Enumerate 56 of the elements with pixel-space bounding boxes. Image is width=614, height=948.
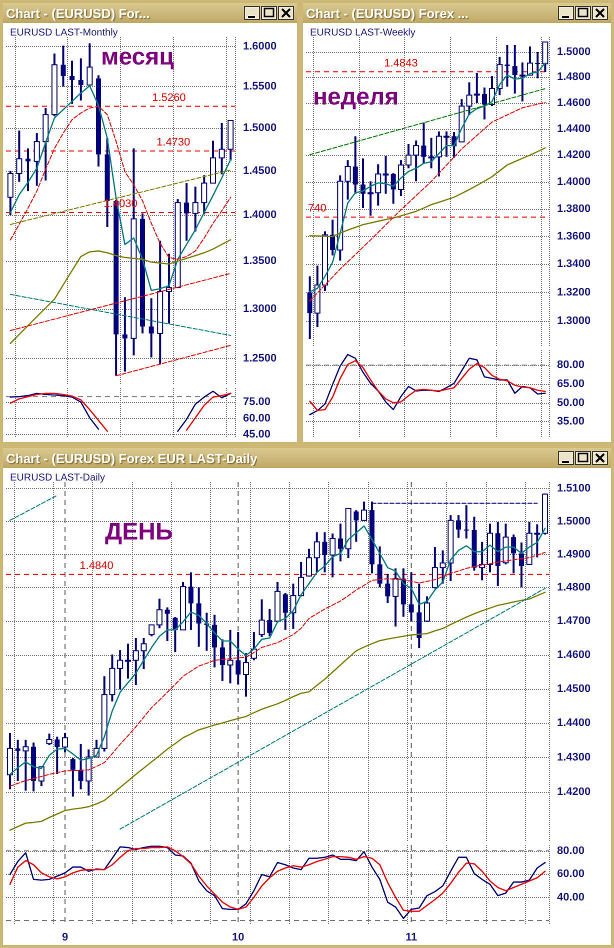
y-tick-label: 1.5000 [243,122,277,134]
y-tick-label: 1.4600 [557,96,591,109]
chart-title: Chart - (EURUSD) Forex ... [306,6,469,20]
y-tick-label: 1.3800 [557,202,591,215]
y-tick-label: 1.4800 [557,71,591,84]
y-tick-label: 1.4500 [557,682,591,695]
y-tick-label: 40.00 [557,891,585,904]
chart-subtitle: EURUSD LAST-Daily [10,472,106,484]
ref-line-label: 1.4730 [156,136,190,148]
annotation: ДЕНЬ [105,518,173,546]
y-tick-label: 1.3600 [557,230,591,242]
y-tick-label: 1.4500 [243,164,277,177]
y-tick-label: 1.4200 [557,786,591,798]
y-tick-label: 75.00 [243,396,271,408]
chart-title: Chart - (EURUSD) For... [6,6,150,20]
y-tick-label: 1.4800 [557,582,591,594]
y-tick-label: 45.00 [243,428,271,440]
y-tick-label: 1.5100 [557,482,591,495]
y-tick-label: 50.00 [557,396,585,409]
y-tick-label: 80.00 [557,844,585,857]
y-tick-label: 1.3000 [243,302,277,315]
y-tick-label: 60.00 [557,868,585,880]
y-tick-label: 1.4000 [243,209,277,222]
ref-line-label: 1.4843 [384,57,418,70]
y-tick-label: 1.4700 [557,615,591,628]
y-tick-label: 1.4600 [557,648,591,661]
y-tick-label: 60.00 [243,412,271,424]
y-tick-label: 1.3400 [557,258,591,270]
x-tick-label: 11 [405,932,418,944]
x-tick-label: 9 [62,932,68,944]
y-tick-label: 1.4000 [557,176,591,188]
y-tick-label: 1.5000 [557,515,591,528]
y-tick-label: 1.6000 [243,40,277,52]
y-tick-label: 1.3500 [243,255,277,268]
y-tick-label: 1.4400 [557,122,591,135]
y-tick-label: 1.4900 [557,548,591,560]
ref-line-label: 1.5260 [152,92,186,104]
annotation: месяц [101,44,174,70]
annotation: неделя [313,84,399,110]
y-tick-label: 1.4300 [557,751,591,764]
y-tick-label: 35.00 [557,416,585,428]
y-tick-label: 1.3200 [557,286,591,299]
y-tick-label: 65.00 [557,378,585,390]
annotation: 740 [308,202,326,215]
chart-subtitle: EURUSD LAST-Weekly [310,28,416,38]
y-tick-label: 1.5000 [557,46,591,58]
ref-line-label: 1.4840 [80,560,114,572]
y-tick-label: 1.2500 [243,352,277,364]
y-tick-label: 80.00 [557,359,585,372]
y-tick-label: 1.4200 [557,149,591,162]
chart-title: Chart - (EURUSD) Forex EUR LAST-Daily [6,450,258,466]
x-tick-label: 10 [232,932,244,944]
chart-subtitle: EURUSD LAST-Monthly [10,28,118,38]
y-tick-label: 1.4400 [557,716,591,729]
y-tick-label: 1.5500 [243,80,277,93]
y-tick-label: 1.3000 [557,315,591,328]
